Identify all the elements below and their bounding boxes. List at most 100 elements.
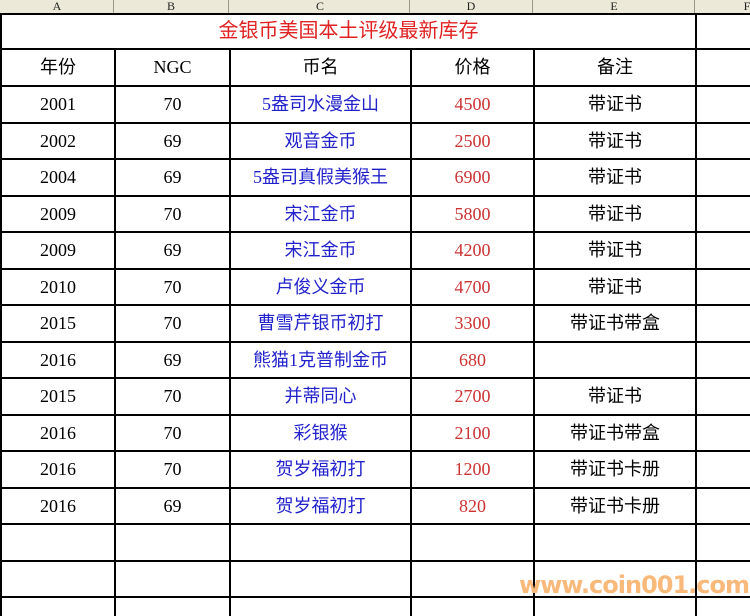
cell-name[interactable]: 贺岁福初打: [231, 488, 412, 525]
cell-name[interactable]: 5盎司真假美猴王: [231, 160, 412, 197]
cell-name[interactable]: 宋江金币: [231, 196, 412, 233]
cell-year[interactable]: 2016: [2, 415, 116, 452]
cell-price[interactable]: 1200: [412, 452, 535, 489]
cell-year[interactable]: 2009: [2, 233, 116, 270]
cell-note[interactable]: 带证书卡册: [535, 452, 697, 489]
cell-name[interactable]: 熊猫1克普制金币: [231, 342, 412, 379]
cell-year[interactable]: 2002: [2, 123, 116, 160]
cell-note[interactable]: 带证书: [535, 123, 697, 160]
cell-name[interactable]: 贺岁福初打: [231, 452, 412, 489]
cell-year[interactable]: [2, 598, 116, 616]
cell-name[interactable]: 曹雪芹银币初打: [231, 306, 412, 343]
cell-ngc[interactable]: 70: [116, 452, 231, 489]
cell-year[interactable]: [2, 561, 116, 598]
empty-cell[interactable]: [697, 15, 750, 50]
cell-ngc[interactable]: [116, 598, 231, 616]
cell-note[interactable]: 带证书卡册: [535, 488, 697, 525]
column-header-d[interactable]: D: [466, 0, 476, 13]
empty-cell[interactable]: [697, 160, 750, 197]
cell-price[interactable]: 4200: [412, 233, 535, 270]
empty-cell[interactable]: [697, 87, 750, 124]
cell-year[interactable]: 2015: [2, 306, 116, 343]
cell-name[interactable]: 并蒂同心: [231, 379, 412, 416]
cell-ngc[interactable]: 69: [116, 233, 231, 270]
empty-cell[interactable]: [697, 452, 750, 489]
cell-note[interactable]: 带证书带盒: [535, 306, 697, 343]
cell-note[interactable]: 带证书: [535, 160, 697, 197]
header-ngc[interactable]: NGC: [116, 50, 231, 87]
empty-cell[interactable]: [697, 561, 750, 598]
cell-ngc[interactable]: 70: [116, 87, 231, 124]
cell-ngc[interactable]: 70: [116, 306, 231, 343]
cell-price[interactable]: 6900: [412, 160, 535, 197]
cell-year[interactable]: 2004: [2, 160, 116, 197]
cell-note[interactable]: 带证书: [535, 379, 697, 416]
cell-ngc[interactable]: [116, 525, 231, 562]
cell-ngc[interactable]: 69: [116, 123, 231, 160]
cell-name[interactable]: [231, 561, 412, 598]
cell-price[interactable]: 4700: [412, 269, 535, 306]
cell-ngc[interactable]: 70: [116, 415, 231, 452]
empty-cell[interactable]: [697, 525, 750, 562]
header-name[interactable]: 币名: [231, 50, 412, 87]
empty-cell[interactable]: [697, 196, 750, 233]
cell-year[interactable]: 2016: [2, 452, 116, 489]
empty-cell[interactable]: [697, 50, 750, 87]
cell-price[interactable]: 4500: [412, 87, 535, 124]
cell-ngc[interactable]: [116, 561, 231, 598]
cell-price[interactable]: 2700: [412, 379, 535, 416]
cell-year[interactable]: 2009: [2, 196, 116, 233]
column-header-a[interactable]: A: [52, 0, 62, 13]
cell-price[interactable]: 2500: [412, 123, 535, 160]
header-note[interactable]: 备注: [535, 50, 697, 87]
cell-note[interactable]: [535, 525, 697, 562]
cell-name[interactable]: 观音金币: [231, 123, 412, 160]
cell-name[interactable]: 彩银猴: [231, 415, 412, 452]
empty-cell[interactable]: [697, 269, 750, 306]
cell-price[interactable]: 820: [412, 488, 535, 525]
empty-cell[interactable]: [697, 488, 750, 525]
cell-note[interactable]: 带证书带盒: [535, 415, 697, 452]
cell-ngc[interactable]: 70: [116, 196, 231, 233]
cell-name[interactable]: [231, 525, 412, 562]
cell-name[interactable]: 5盎司水漫金山: [231, 87, 412, 124]
column-header-b[interactable]: B: [166, 0, 176, 13]
cell-note[interactable]: [535, 342, 697, 379]
cell-note[interactable]: 带证书: [535, 269, 697, 306]
empty-cell[interactable]: [697, 123, 750, 160]
header-year[interactable]: 年份: [2, 50, 116, 87]
column-header-e[interactable]: E: [610, 0, 618, 13]
cell-note[interactable]: 带证书: [535, 196, 697, 233]
cell-year[interactable]: 2016: [2, 342, 116, 379]
column-header-f[interactable]: F: [743, 0, 750, 13]
cell-note[interactable]: 带证书: [535, 87, 697, 124]
cell-price[interactable]: 3300: [412, 306, 535, 343]
cell-year[interactable]: 2010: [2, 269, 116, 306]
cell-year[interactable]: 2016: [2, 488, 116, 525]
cell-year[interactable]: [2, 525, 116, 562]
cell-name[interactable]: [231, 598, 412, 616]
cell-price[interactable]: [412, 525, 535, 562]
cell-ngc[interactable]: 69: [116, 160, 231, 197]
cell-ngc[interactable]: 69: [116, 488, 231, 525]
empty-cell[interactable]: [697, 342, 750, 379]
cell-note[interactable]: [535, 598, 697, 616]
cell-price[interactable]: 2100: [412, 415, 535, 452]
cell-name[interactable]: 卢俊义金币: [231, 269, 412, 306]
cell-ngc[interactable]: 69: [116, 342, 231, 379]
cell-price[interactable]: 5800: [412, 196, 535, 233]
cell-name[interactable]: 宋江金币: [231, 233, 412, 270]
empty-cell[interactable]: [697, 306, 750, 343]
empty-cell[interactable]: [697, 233, 750, 270]
empty-cell[interactable]: [697, 415, 750, 452]
cell-note[interactable]: 带证书: [535, 233, 697, 270]
cell-year[interactable]: 2015: [2, 379, 116, 416]
header-price[interactable]: 价格: [412, 50, 535, 87]
cell-year[interactable]: 2001: [2, 87, 116, 124]
cell-price[interactable]: 680: [412, 342, 535, 379]
cell-ngc[interactable]: 70: [116, 269, 231, 306]
column-header-c[interactable]: C: [315, 0, 325, 13]
cell-price[interactable]: [412, 561, 535, 598]
cell-price[interactable]: [412, 598, 535, 616]
sheet-title-cell[interactable]: 金银币美国本土评级最新库存: [2, 15, 697, 50]
